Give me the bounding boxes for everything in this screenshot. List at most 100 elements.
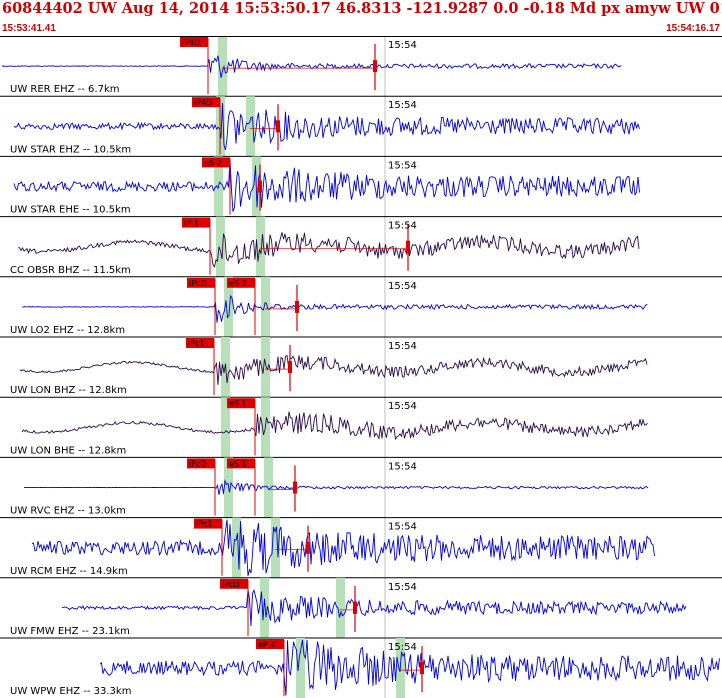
amplitude-mark [306,541,310,554]
station-label: UW STAR EHZ -- 10.5km [10,144,131,155]
waveform [13,102,640,151]
waveform [31,519,655,576]
station-label: UW RVC EHZ -- 13.0km [10,506,126,517]
phase-pick[interactable]: iPc1 [186,338,215,396]
pick-label: iPc1 [188,339,205,348]
pick-label: iP4D [194,98,212,107]
trace-row[interactable]: eP 2 15:54 UW WPW EHZ -- 33.3km [10,638,720,698]
phase-pick[interactable]: iP 1 [182,217,211,275]
pick-window [246,96,255,157]
amplitude-mark [353,601,357,614]
waveform [1,55,622,78]
time-marker-label: 15:54 [388,100,417,111]
amplitude-mark [420,662,424,675]
waveform [13,158,640,212]
phase-pick[interactable]: iPcD [187,277,216,335]
phase-pick[interactable]: iP4D [192,97,221,155]
time-marker-label: 15:54 [388,642,417,653]
phase-pick[interactable]: eS 1 [227,398,256,456]
pick-window [271,517,280,578]
seismogram-panel[interactable]: iP4D 15:54 UW RER EHZ -- 6.7km iP4D 15:54 UW … [0,36,722,698]
pick-flag [256,639,284,649]
trace-row[interactable]: iPcD 15:54 UW FMW EHZ -- 23.1km [0,577,722,639]
time-marker-label: 15:54 [388,281,417,292]
amplitude-mark [406,240,410,253]
event-title: 60844402 UW Aug 14, 2014 15:53:50.17 46.… [2,0,722,17]
amplitude-mark [373,60,377,73]
waveform [61,588,687,627]
station-label: UW RER EHZ -- 6.7km [10,84,119,95]
amplitude-mark [258,180,262,193]
pick-label: eP 2 [258,640,275,649]
pick-label: iP 1 [184,219,199,228]
station-label: UW FMW EHZ -- 23.1km [10,626,130,637]
phase-pick[interactable]: iPcD [220,578,249,636]
station-label: UW LON BHE -- 12.8km [10,445,126,456]
pick-label: eS 2 [204,158,222,167]
waveform [23,479,649,495]
trace-row[interactable]: iPc1 15:54 UW RCM EHZ -- 14.9km [0,517,722,579]
pick-window [232,517,241,578]
pick-flag [227,398,255,409]
pick-flag [194,518,222,529]
trace-row[interactable]: eS 1 15:54 UW LON BHE -- 12.8km [0,397,722,458]
waveform [19,354,648,385]
pick-label: iPcD [189,459,207,468]
trace-row[interactable]: iP4D 15:54 UW STAR EHZ -- 10.5km [0,96,722,157]
time-marker-label: 15:54 [388,40,417,51]
pick-window [260,577,269,638]
phase-pick[interactable]: iP4D [180,37,209,95]
waveform [21,411,648,441]
pick-window [336,577,345,638]
pick-flag [187,277,215,288]
pick-window [224,276,233,337]
pick-label: iP4D [182,38,200,47]
pick-flag [182,217,210,228]
pick-label: eS 1 [229,399,247,408]
pick-flag [180,37,208,47]
trace-row[interactable]: iP 1 15:54 CC OBSR BHZ -- 11.5km [0,216,722,278]
trace-row[interactable]: iPc1 15:54 UW LON BHZ -- 12.8km [0,337,722,398]
station-label: CC OBSR BHZ -- 11.5km [10,265,131,276]
trace-row[interactable]: eS 2 15:54 UW STAR EHE -- 10.5km [0,156,722,218]
time-marker-label: 15:54 [388,221,417,232]
station-label: UW STAR EHE -- 10.5km [10,205,131,216]
pick-flag [192,97,220,108]
pick-window [256,216,265,277]
phase-pick[interactable]: eS 2 [227,277,256,335]
pick-label: eS 2 [229,279,247,288]
pick-window [221,397,230,458]
pick-flag [220,578,248,589]
phase-pick[interactable]: iPc1 [194,518,223,576]
header-bar: 60844402 UW Aug 14, 2014 15:53:50.17 46.… [0,0,722,36]
phase-pick[interactable]: iPcD [187,458,216,516]
time-marker-label: 15:54 [388,401,417,412]
pick-window [216,216,225,277]
window-end-time: 15:54:16.17 [666,23,720,34]
trace-row[interactable]: iPcD eS 1 15:54 UW RVC EHZ -- 13.0km [0,457,722,519]
pick-window [296,638,305,698]
pick-flag [227,277,255,288]
time-marker-label: 15:54 [388,582,417,593]
pick-window [261,337,270,398]
amplitude-mark [293,481,297,494]
station-label: UW LON BHZ -- 12.8km [10,385,127,396]
trace-row[interactable]: iP4D 15:54 UW RER EHZ -- 6.7km [0,36,722,97]
time-marker-label: 15:54 [388,522,417,533]
trace-row[interactable]: iPcD eS 2 15:54 UW LO2 EHZ -- 12.8km [0,276,722,338]
pick-flag [227,458,255,469]
pick-window [218,36,227,97]
pick-label: iPc1 [196,520,213,529]
pick-window [264,457,273,518]
phase-pick[interactable]: eP 2 [256,639,285,697]
time-marker-label: 15:54 [388,461,417,472]
pick-flag [186,338,214,348]
phase-pick[interactable]: eS 2 [202,157,231,215]
amplitude-mark [276,120,280,133]
pick-label: iPcD [189,279,207,288]
pick-flag [202,157,230,168]
amplitude-mark [295,300,299,313]
waveform [99,639,720,696]
phase-pick[interactable]: eS 1 [227,458,256,516]
pick-flag [187,458,215,469]
